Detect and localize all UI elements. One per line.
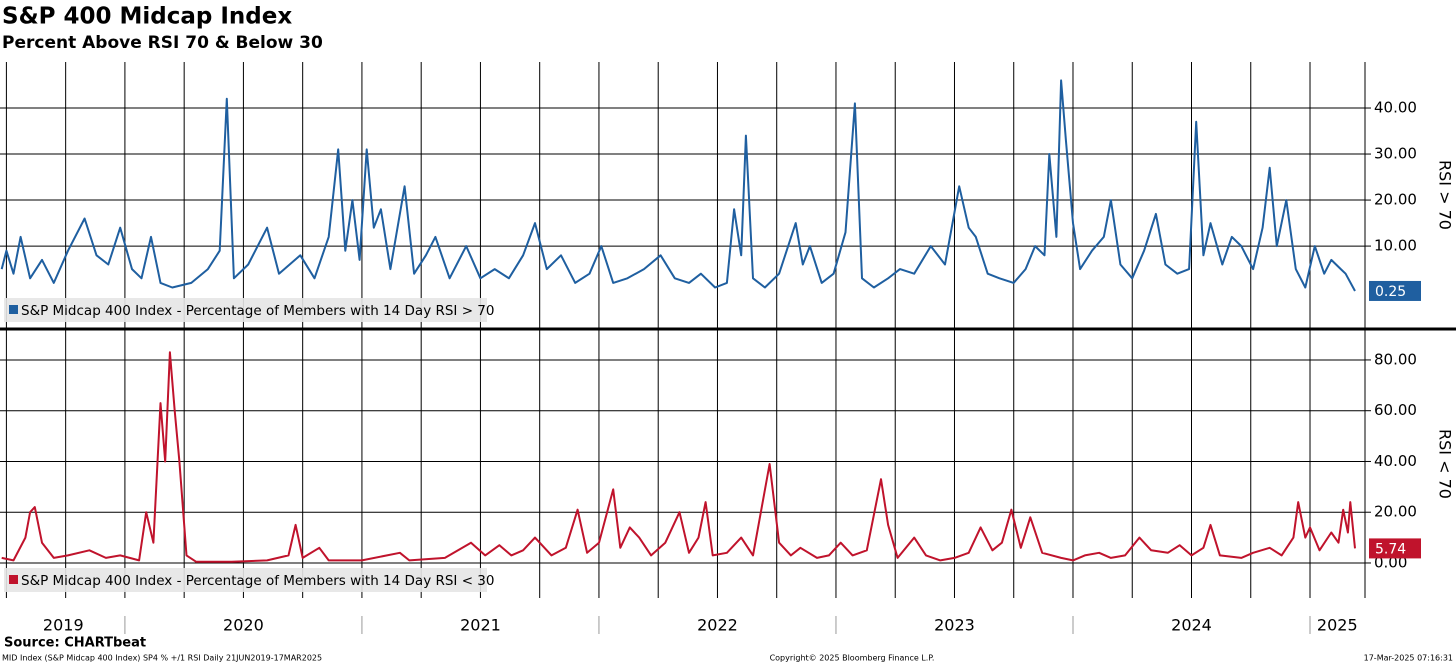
legend-swatch — [9, 575, 18, 584]
end-label: 0.25 — [1375, 284, 1406, 300]
series-line — [0, 79, 1356, 292]
legend-box — [4, 298, 487, 322]
x-tick-label: 2023 — [934, 616, 975, 635]
y-tick-label: 80.00 — [1374, 350, 1417, 368]
x-tick-label: 2021 — [460, 616, 501, 635]
legend-box — [4, 568, 487, 592]
legend-label: S&P Midcap 400 Index - Percentage of Mem… — [21, 303, 494, 319]
end-label: 5.74 — [1375, 541, 1406, 557]
x-tick-label: 2022 — [697, 616, 738, 635]
y-tick-label: 20.00 — [1374, 503, 1417, 521]
end-label-box — [1369, 538, 1421, 559]
y-tick-label: 30.00 — [1374, 145, 1417, 163]
x-tick-label: 2025 — [1317, 616, 1358, 635]
legend-label: S&P Midcap 400 Index - Percentage of Mem… — [21, 573, 494, 589]
y-axis-title: RSI > 70 — [1436, 160, 1455, 230]
x-tick-label: 2019 — [43, 616, 84, 635]
source: Source: CHARTbeat — [4, 636, 146, 651]
x-tick-label: 2020 — [223, 616, 264, 635]
x-tick-label: 2024 — [1171, 616, 1212, 635]
y-tick-label: 60.00 — [1374, 401, 1417, 419]
y-tick-label: 20.00 — [1374, 191, 1417, 209]
end-label-box — [1369, 280, 1421, 301]
y-axis-title: RSI < 70 — [1436, 429, 1455, 499]
y-tick-label: 40.00 — [1374, 99, 1417, 117]
legend-swatch — [9, 305, 18, 314]
footer-left: MID Index (S&P Midcap 400 Index) SP4 % +… — [2, 654, 322, 663]
footer-right: 17-Mar-2025 07:16:31 — [1364, 654, 1453, 663]
footer-center: Copyright© 2025 Bloomberg Finance L.P. — [770, 654, 935, 663]
chart-title: S&P 400 Midcap Index — [2, 4, 292, 30]
chart-subtitle: Percent Above RSI 70 & Below 30 — [2, 33, 323, 53]
y-tick-label: 10.00 — [1374, 237, 1417, 255]
y-tick-label: 40.00 — [1374, 452, 1417, 470]
series-line — [1, 351, 1356, 563]
